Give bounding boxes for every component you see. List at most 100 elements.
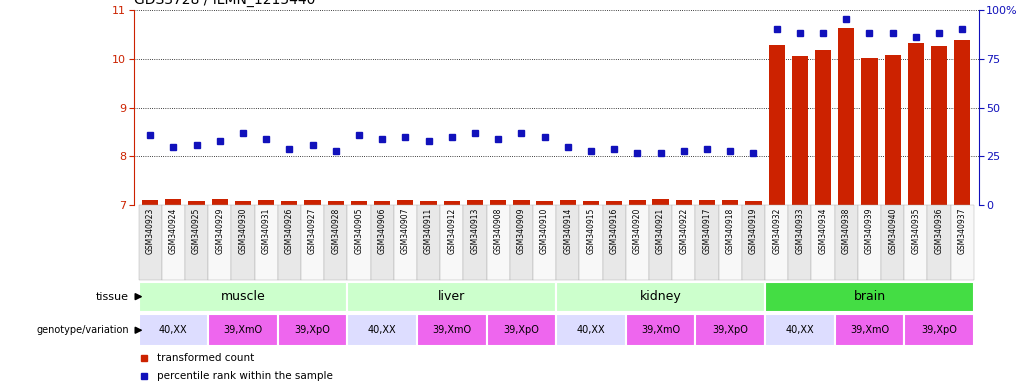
Text: 40,XX: 40,XX bbox=[368, 325, 397, 335]
Bar bbox=[486, 205, 510, 280]
Text: 39,XmO: 39,XmO bbox=[850, 325, 889, 335]
Bar bbox=[931, 46, 948, 205]
Bar bbox=[139, 314, 208, 346]
Bar bbox=[649, 205, 673, 280]
Text: kidney: kidney bbox=[640, 290, 682, 303]
Bar bbox=[885, 55, 901, 205]
Bar bbox=[834, 205, 858, 280]
Bar bbox=[792, 56, 808, 205]
Text: GSM340908: GSM340908 bbox=[493, 208, 503, 254]
Bar bbox=[259, 200, 274, 205]
Text: GSM340918: GSM340918 bbox=[726, 208, 734, 254]
Bar bbox=[580, 205, 603, 280]
Text: 39,XmO: 39,XmO bbox=[433, 325, 472, 335]
Bar bbox=[165, 199, 181, 205]
Bar bbox=[139, 281, 347, 312]
Bar bbox=[533, 205, 556, 280]
Text: GSM340937: GSM340937 bbox=[958, 208, 967, 254]
Text: GDS3728 / ILMN_1215440: GDS3728 / ILMN_1215440 bbox=[134, 0, 315, 7]
Bar bbox=[838, 28, 854, 205]
Bar bbox=[510, 205, 533, 280]
Text: GSM340920: GSM340920 bbox=[632, 208, 642, 254]
Bar bbox=[765, 205, 788, 280]
Text: 40,XX: 40,XX bbox=[159, 325, 187, 335]
Bar bbox=[695, 314, 765, 346]
Bar bbox=[676, 200, 692, 205]
Bar bbox=[606, 200, 622, 205]
Text: liver: liver bbox=[438, 290, 466, 303]
Bar bbox=[486, 314, 556, 346]
Bar bbox=[537, 200, 553, 205]
Text: GSM340938: GSM340938 bbox=[842, 208, 851, 254]
Text: tissue: tissue bbox=[96, 291, 129, 302]
Bar bbox=[556, 281, 765, 312]
Text: genotype/variation: genotype/variation bbox=[36, 325, 129, 335]
Text: 39,XpO: 39,XpO bbox=[921, 325, 957, 335]
Bar bbox=[513, 200, 529, 205]
Bar bbox=[235, 200, 251, 205]
Bar bbox=[301, 205, 324, 280]
Bar bbox=[162, 205, 185, 280]
Text: GSM340930: GSM340930 bbox=[239, 208, 247, 254]
Bar bbox=[904, 205, 927, 280]
Text: GSM340914: GSM340914 bbox=[563, 208, 573, 254]
Bar bbox=[142, 200, 159, 205]
Bar bbox=[324, 205, 347, 280]
Bar bbox=[629, 200, 646, 205]
Text: GSM340936: GSM340936 bbox=[934, 208, 943, 254]
Text: GSM340928: GSM340928 bbox=[332, 208, 340, 254]
Bar bbox=[278, 314, 347, 346]
Bar bbox=[305, 200, 320, 205]
Bar bbox=[208, 205, 232, 280]
Bar bbox=[208, 314, 278, 346]
Text: GSM340935: GSM340935 bbox=[912, 208, 921, 254]
Text: GSM340934: GSM340934 bbox=[819, 208, 827, 254]
Bar bbox=[464, 205, 486, 280]
Bar bbox=[719, 205, 742, 280]
Text: GSM340924: GSM340924 bbox=[169, 208, 178, 254]
Bar bbox=[699, 200, 715, 205]
Text: GSM340932: GSM340932 bbox=[772, 208, 781, 254]
Bar bbox=[673, 205, 695, 280]
Bar bbox=[652, 199, 668, 205]
Text: GSM340911: GSM340911 bbox=[424, 208, 433, 254]
Bar bbox=[765, 281, 973, 312]
Bar bbox=[858, 205, 881, 280]
Text: GSM340912: GSM340912 bbox=[447, 208, 456, 254]
Bar bbox=[768, 45, 785, 205]
Text: GSM340921: GSM340921 bbox=[656, 208, 665, 254]
Bar bbox=[139, 205, 162, 280]
Bar bbox=[788, 205, 812, 280]
Text: GSM340922: GSM340922 bbox=[680, 208, 688, 254]
Bar bbox=[927, 205, 951, 280]
Bar bbox=[626, 205, 649, 280]
Text: brain: brain bbox=[854, 290, 886, 303]
Text: GSM340917: GSM340917 bbox=[702, 208, 712, 254]
Text: GSM340919: GSM340919 bbox=[749, 208, 758, 254]
Bar bbox=[374, 200, 390, 205]
Text: GSM340915: GSM340915 bbox=[586, 208, 595, 254]
Text: GSM340910: GSM340910 bbox=[540, 208, 549, 254]
Text: GSM340927: GSM340927 bbox=[308, 208, 317, 254]
Text: 39,XpO: 39,XpO bbox=[504, 325, 540, 335]
Text: GSM340907: GSM340907 bbox=[401, 208, 410, 254]
Bar bbox=[695, 205, 719, 280]
Text: GSM340931: GSM340931 bbox=[262, 208, 271, 254]
Text: GSM340939: GSM340939 bbox=[865, 208, 873, 254]
Bar bbox=[347, 281, 556, 312]
Bar bbox=[232, 205, 254, 280]
Bar bbox=[556, 314, 626, 346]
Text: GSM340909: GSM340909 bbox=[517, 208, 526, 254]
Bar bbox=[742, 205, 765, 280]
Bar bbox=[626, 314, 695, 346]
Bar bbox=[812, 205, 834, 280]
Bar bbox=[281, 200, 298, 205]
Text: GSM340913: GSM340913 bbox=[471, 208, 480, 254]
Bar bbox=[467, 200, 483, 205]
Text: 39,XmO: 39,XmO bbox=[224, 325, 263, 335]
Text: GSM340905: GSM340905 bbox=[354, 208, 364, 254]
Bar bbox=[746, 200, 761, 205]
Bar bbox=[328, 200, 344, 205]
Bar bbox=[444, 200, 460, 205]
Bar bbox=[417, 205, 440, 280]
